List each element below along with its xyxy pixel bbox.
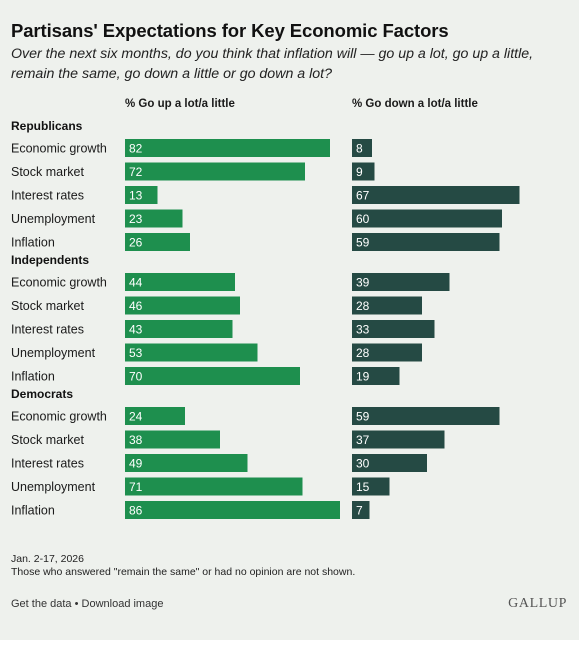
category-label: Inflation (11, 236, 55, 250)
bar-up (125, 320, 233, 338)
bar-down (352, 233, 500, 251)
bar-up (125, 367, 300, 385)
category-label: Inflation (11, 504, 55, 518)
bar-down (352, 273, 450, 291)
bar-down (352, 186, 520, 204)
bar-down (352, 320, 435, 338)
gallup-logo: GALLUP (508, 596, 567, 611)
category-label: Economic growth (11, 410, 107, 424)
bar-down-value: 39 (356, 276, 370, 290)
bar-down-value: 9 (356, 165, 363, 179)
bar-down-value: 28 (356, 346, 370, 360)
category-label: Unemployment (11, 212, 96, 226)
bar-up (125, 273, 235, 291)
bar-down (352, 162, 375, 181)
chart-subtitle: Over the next six months, do you think t… (11, 46, 534, 82)
bar-up-value: 70 (129, 370, 143, 384)
bar-up-value: 24 (129, 410, 143, 424)
bar-down (352, 139, 372, 157)
bar-down (352, 367, 400, 385)
category-label: Unemployment (11, 480, 96, 494)
bar-down (352, 296, 422, 315)
bar-up (125, 407, 185, 425)
bar-down-value: 60 (356, 212, 370, 226)
bar-down (352, 343, 422, 362)
group-label-democrats: Democrats (11, 387, 73, 401)
bar-up-value: 23 (129, 212, 143, 226)
bar-up (125, 501, 340, 519)
bar-up (125, 162, 305, 181)
bar-up (125, 454, 248, 472)
bar-down-value: 67 (356, 189, 370, 203)
bar-up (125, 343, 258, 362)
bar-chart: % Go up a lot/a little % Go down a lot/a … (11, 98, 520, 519)
link-separator: • (71, 598, 82, 610)
bar-down-value: 7 (356, 504, 363, 518)
bar-down (352, 209, 502, 228)
chart-title: Partisans' Expectations for Key Economic… (11, 20, 449, 41)
bar-up-value: 82 (129, 142, 143, 156)
bar-down-value: 33 (356, 323, 370, 337)
bar-up-value: 72 (129, 165, 143, 179)
bar-down-value: 15 (356, 480, 370, 494)
bar-down-value: 59 (356, 236, 370, 250)
bar-up-value: 53 (129, 346, 143, 360)
bar-down (352, 454, 427, 472)
group-label-republicans: Republicans (11, 119, 83, 133)
bar-down-value: 19 (356, 370, 370, 384)
bar-up (125, 296, 240, 315)
bar-down (352, 477, 390, 496)
bar-down (352, 407, 500, 425)
bar-down-value: 30 (356, 457, 370, 471)
bar-down-value: 28 (356, 299, 370, 313)
footer-links: Get the data • Download image (11, 598, 163, 610)
category-label: Interest rates (11, 457, 84, 471)
category-label: Interest rates (11, 323, 84, 337)
download-image-link[interactable]: Download image (81, 598, 164, 610)
bar-up-value: 44 (129, 276, 143, 290)
bar-up-value: 86 (129, 504, 143, 518)
category-label: Economic growth (11, 142, 107, 156)
category-label: Stock market (11, 165, 84, 179)
bar-up-value: 13 (129, 189, 143, 203)
bar-up (125, 209, 183, 228)
footnote: Jan. 2-17, 2026 Those who answered "rema… (11, 553, 355, 579)
bar-up-value: 43 (129, 323, 143, 337)
bar-up-value: 71 (129, 480, 143, 494)
column-header-down: % Go down a lot/a little (352, 98, 478, 110)
bar-up (125, 139, 330, 157)
bar-up (125, 430, 220, 449)
survey-date: Jan. 2-17, 2026 (11, 553, 84, 565)
bar-up (125, 477, 303, 496)
bar-down-value: 8 (356, 142, 363, 156)
bar-up-value: 46 (129, 299, 143, 313)
category-label: Stock market (11, 299, 84, 313)
footnote-text: Those who answered "remain the same" or … (11, 566, 356, 578)
bar-up-value: 26 (129, 236, 143, 250)
category-label: Economic growth (11, 276, 107, 290)
bar-up-value: 49 (129, 457, 143, 471)
bar-up-value: 38 (129, 433, 143, 447)
bar-up (125, 186, 158, 204)
group-label-independents: Independents (11, 253, 89, 267)
bar-down-value: 59 (356, 410, 370, 424)
get-data-link[interactable]: Get the data (11, 598, 72, 610)
category-label: Stock market (11, 433, 84, 447)
category-label: Interest rates (11, 189, 84, 203)
bar-down (352, 430, 445, 449)
bar-down-value: 37 (356, 433, 370, 447)
bar-up (125, 233, 190, 251)
column-header-up: % Go up a lot/a little (125, 98, 235, 110)
category-label: Unemployment (11, 346, 96, 360)
bar-down (352, 501, 370, 519)
category-label: Inflation (11, 370, 55, 384)
